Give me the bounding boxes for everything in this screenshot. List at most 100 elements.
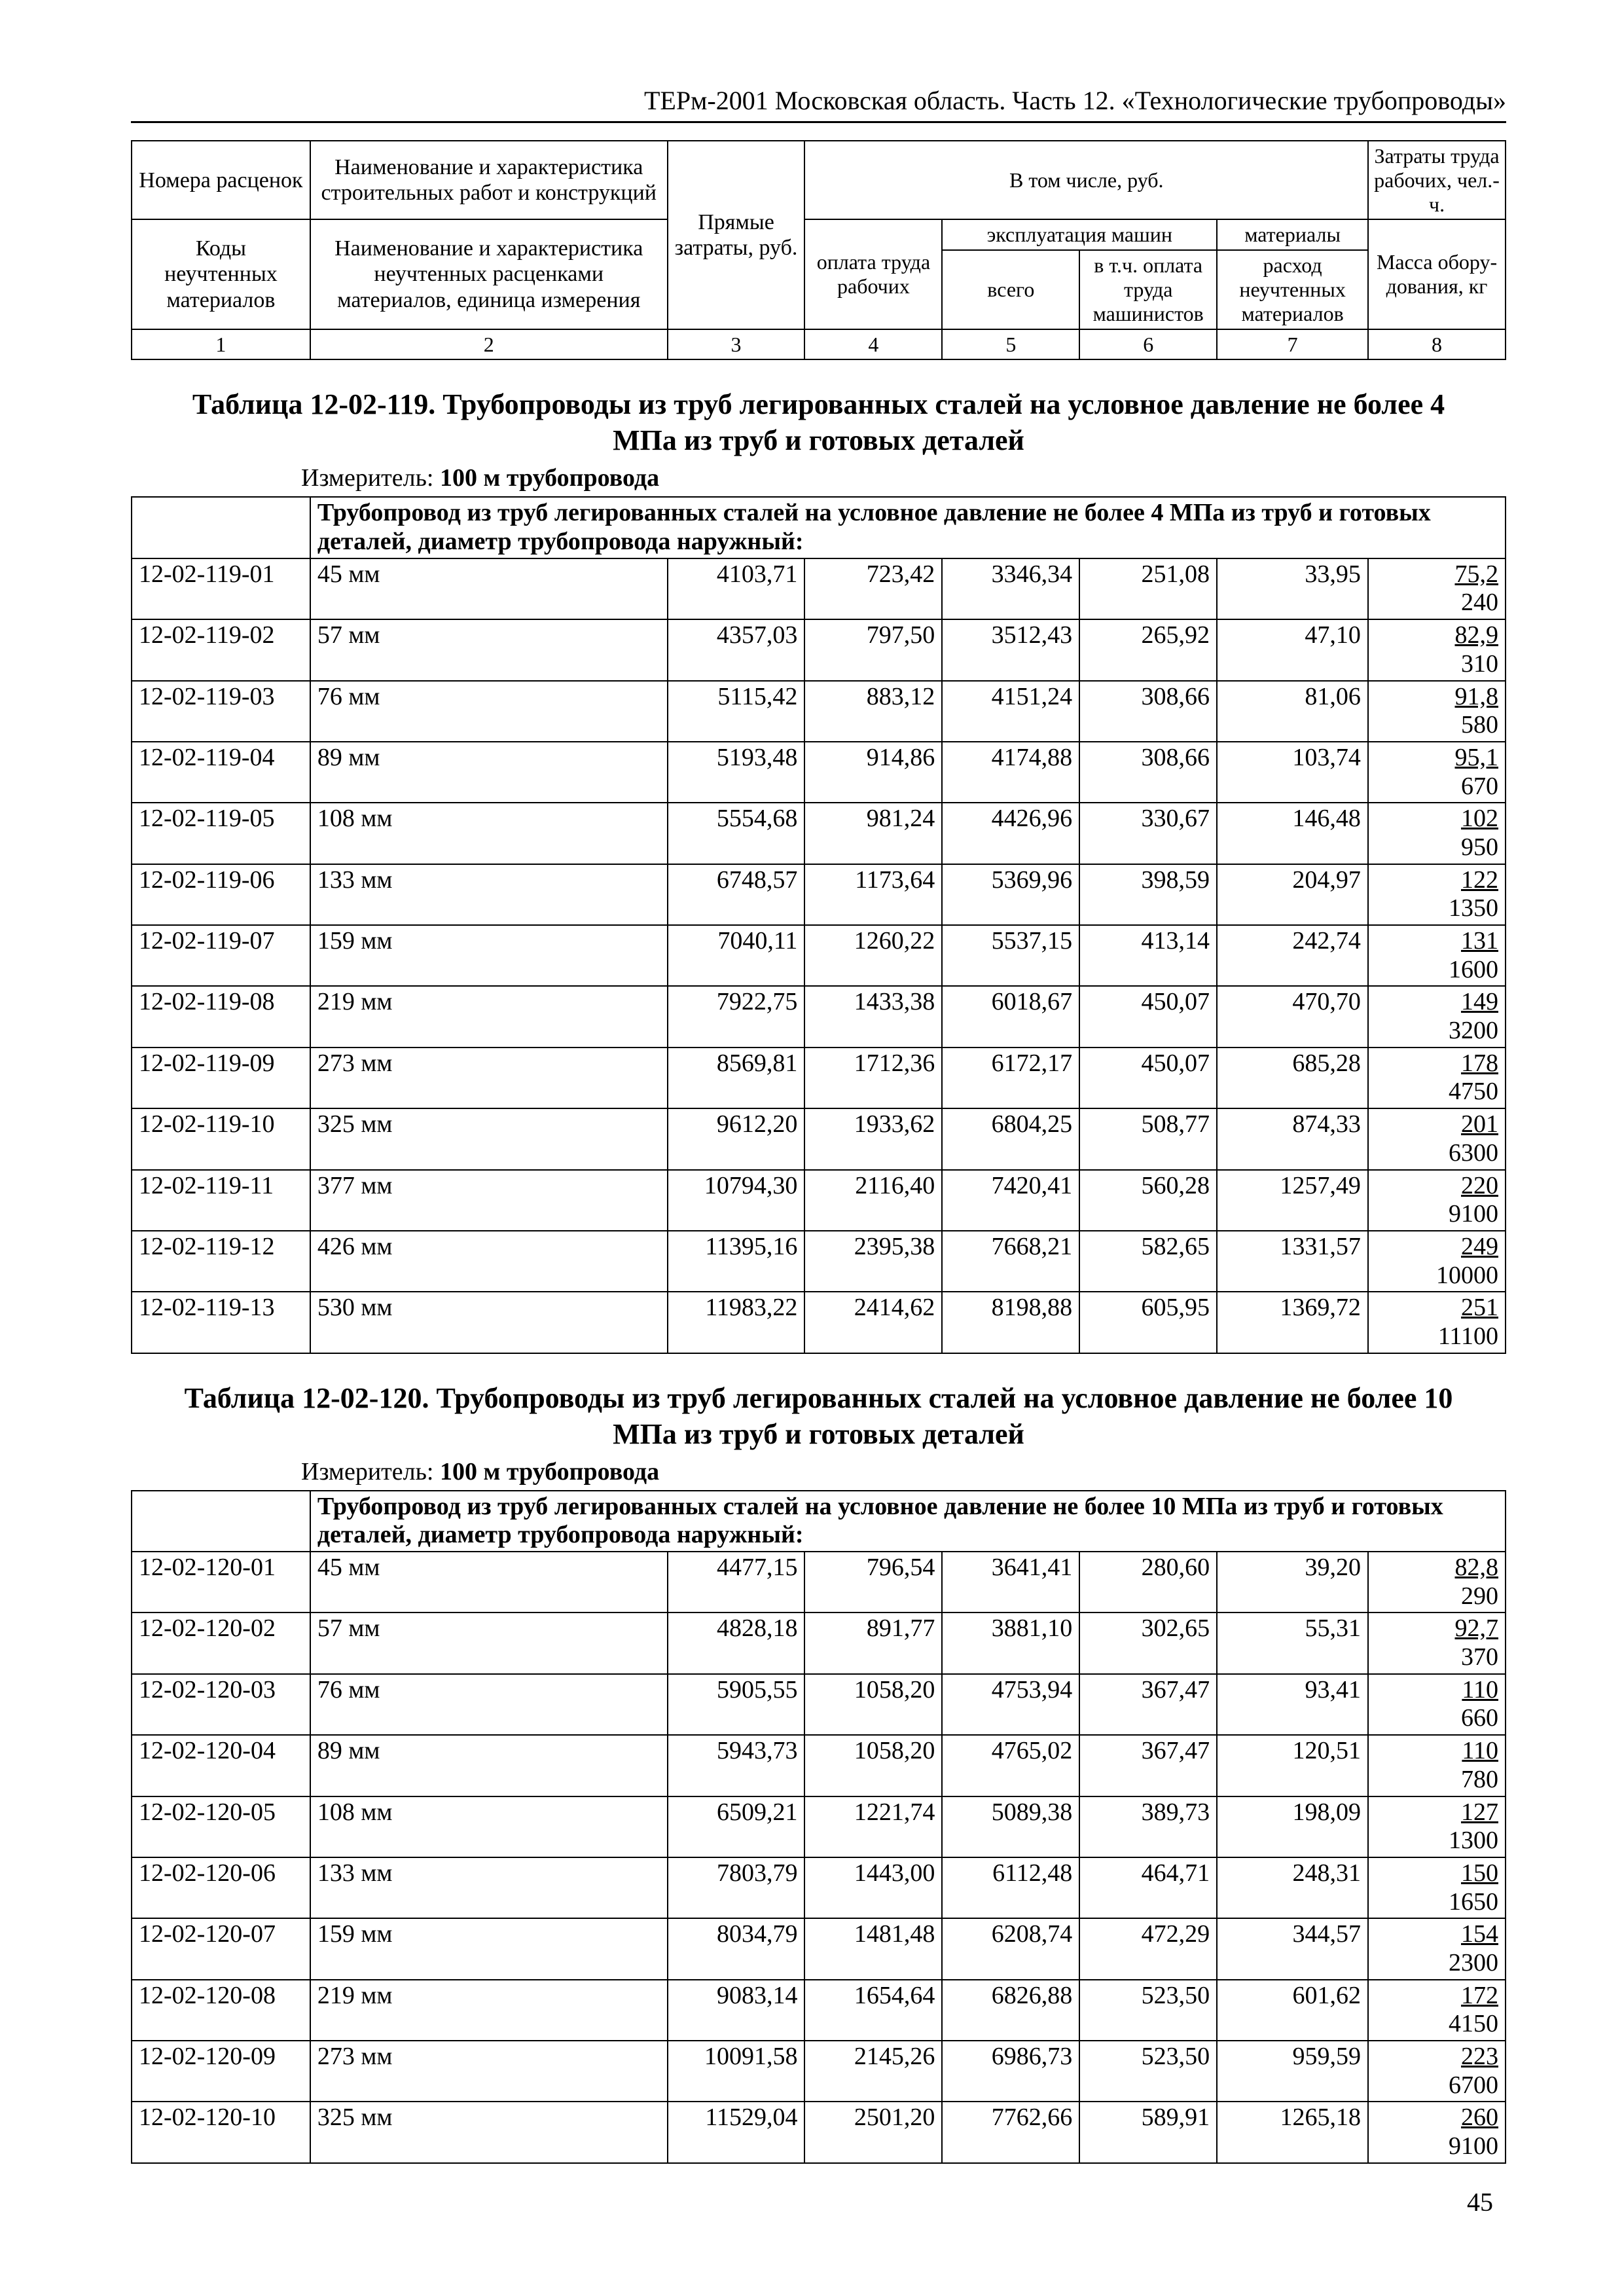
- cell-c8a: 172: [1375, 1982, 1498, 2011]
- cell-c3: 4357,03: [668, 619, 805, 680]
- cell-c8a: 149: [1375, 988, 1498, 1017]
- table-row: 12-02-119-13530 мм11983,222414,628198,88…: [132, 1292, 1506, 1353]
- cell-c7: 685,28: [1217, 1048, 1368, 1108]
- cell-c3: 4103,71: [668, 558, 805, 619]
- cell-c4: 723,42: [804, 558, 942, 619]
- cell-c3: 7040,11: [668, 925, 805, 986]
- cell-c3: 4828,18: [668, 1613, 805, 1673]
- cell-c8a: 82,9: [1375, 621, 1498, 650]
- cell-desc: 273 мм: [310, 2041, 668, 2102]
- cell-desc: 89 мм: [310, 1735, 668, 1796]
- cell-c8: 102950: [1368, 803, 1506, 864]
- cell-c5: 5089,38: [942, 1796, 1079, 1857]
- cell-c8a: 122: [1375, 866, 1498, 895]
- section-header: Трубопровод из труб легированных сталей …: [310, 1491, 1506, 1552]
- cell-c5: 5369,96: [942, 864, 1079, 925]
- cell-c5: 7762,66: [942, 2102, 1079, 2162]
- hdr-in-that: В том числе, руб.: [804, 141, 1368, 219]
- cell-c7: 1369,72: [1217, 1292, 1368, 1353]
- hdr-colnum: 4: [804, 329, 942, 360]
- cell-c8a: 249: [1375, 1233, 1498, 1262]
- cell-c8: 2236700: [1368, 2041, 1506, 2102]
- cell-c8a: 127: [1375, 1798, 1498, 1827]
- cell-c4: 2145,26: [804, 2041, 942, 2102]
- cell-code: 12-02-120-06: [132, 1857, 310, 1918]
- cell-desc: 426 мм: [310, 1231, 668, 1292]
- cell-c8a: 223: [1375, 2043, 1498, 2071]
- cell-c8b: 670: [1375, 773, 1498, 801]
- cell-c7: 204,97: [1217, 864, 1368, 925]
- cell-c5: 4753,94: [942, 1674, 1079, 1735]
- cell-desc: 57 мм: [310, 619, 668, 680]
- cell-desc: 325 мм: [310, 2102, 668, 2162]
- cell-c4: 1654,64: [804, 1980, 942, 2041]
- cell-c8b: 3200: [1375, 1017, 1498, 1046]
- cell-c7: 344,57: [1217, 1918, 1368, 1979]
- cell-c8: 95,1670: [1368, 742, 1506, 803]
- cell-c5: 8198,88: [942, 1292, 1079, 1353]
- cell-c4: 2116,40: [804, 1170, 942, 1231]
- cell-c8: 2209100: [1368, 1170, 1506, 1231]
- cell-c6: 508,77: [1079, 1108, 1217, 1169]
- cell-c4: 891,77: [804, 1613, 942, 1673]
- cell-desc: 159 мм: [310, 925, 668, 986]
- cell-desc: 108 мм: [310, 1796, 668, 1857]
- cell-c5: 6018,67: [942, 986, 1079, 1047]
- cell-c8b: 290: [1375, 1582, 1498, 1611]
- cell-c8b: 580: [1375, 711, 1498, 740]
- cell-c8b: 10000: [1375, 1262, 1498, 1290]
- cell-c8: 1501650: [1368, 1857, 1506, 1918]
- table-row: 12-02-119-09273 мм8569,811712,366172,174…: [132, 1048, 1506, 1108]
- cell-c8b: 660: [1375, 1704, 1498, 1733]
- cell-c8a: 95,1: [1375, 744, 1498, 773]
- cell-c4: 2395,38: [804, 1231, 942, 1292]
- cell-c8: 1221350: [1368, 864, 1506, 925]
- section-empty: [132, 1491, 310, 1552]
- cell-c3: 5115,42: [668, 681, 805, 742]
- section-header: Трубопровод из труб легированных сталей …: [310, 497, 1506, 558]
- cell-c6: 523,50: [1079, 2041, 1217, 2102]
- hdr-col7: расход неучтенных материалов: [1217, 250, 1368, 329]
- cell-c8b: 6300: [1375, 1139, 1498, 1168]
- cell-c6: 367,47: [1079, 1674, 1217, 1735]
- cell-c8: 2016300: [1368, 1108, 1506, 1169]
- hdr-colnum: 7: [1217, 329, 1368, 360]
- cell-c3: 6509,21: [668, 1796, 805, 1857]
- cell-desc: 273 мм: [310, 1048, 668, 1108]
- cell-c4: 981,24: [804, 803, 942, 864]
- cell-c8: 92,7370: [1368, 1613, 1506, 1673]
- cell-c5: 6986,73: [942, 2041, 1079, 2102]
- hdr-colnum: 8: [1368, 329, 1506, 360]
- cell-c5: 6804,25: [942, 1108, 1079, 1169]
- cell-c8: 25111100: [1368, 1292, 1506, 1353]
- cell-c7: 874,33: [1217, 1108, 1368, 1169]
- cell-c8a: 82,8: [1375, 1554, 1498, 1582]
- table-row: 12-02-120-0376 мм5905,551058,204753,9436…: [132, 1674, 1506, 1735]
- cell-c8: 1542300: [1368, 1918, 1506, 1979]
- cell-desc: 76 мм: [310, 1674, 668, 1735]
- cell-c3: 5554,68: [668, 803, 805, 864]
- cell-c7: 120,51: [1217, 1735, 1368, 1796]
- cell-c4: 1058,20: [804, 1735, 942, 1796]
- cell-c5: 3641,41: [942, 1552, 1079, 1613]
- table-row: 12-02-119-08219 мм7922,751433,386018,674…: [132, 986, 1506, 1047]
- cell-c6: 464,71: [1079, 1857, 1217, 1918]
- cell-c8b: 780: [1375, 1766, 1498, 1795]
- cell-c6: 280,60: [1079, 1552, 1217, 1613]
- cell-c3: 6748,57: [668, 864, 805, 925]
- cell-c3: 8569,81: [668, 1048, 805, 1108]
- cell-code: 12-02-119-05: [132, 803, 310, 864]
- page-number: 45: [1467, 2187, 1493, 2217]
- cell-c8: 1493200: [1368, 986, 1506, 1047]
- cell-c5: 3512,43: [942, 619, 1079, 680]
- cell-code: 12-02-119-03: [132, 681, 310, 742]
- cell-c3: 11529,04: [668, 2102, 805, 2162]
- cell-desc: 45 мм: [310, 1552, 668, 1613]
- hdr-col1-bot: Коды неучтенных материалов: [132, 219, 310, 329]
- data-table: Трубопровод из труб легированных сталей …: [131, 496, 1506, 1353]
- measure-label: Измеритель:: [301, 464, 440, 492]
- cell-code: 12-02-120-07: [132, 1918, 310, 1979]
- table-row: 12-02-119-10325 мм9612,201933,626804,255…: [132, 1108, 1506, 1169]
- cell-c5: 7668,21: [942, 1231, 1079, 1292]
- cell-c5: 5537,15: [942, 925, 1079, 986]
